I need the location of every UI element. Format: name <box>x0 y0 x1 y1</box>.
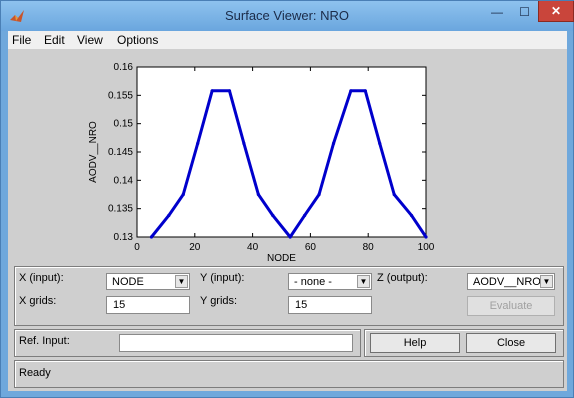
data-point <box>271 213 275 218</box>
menu-view[interactable]: View <box>77 33 103 47</box>
chevron-down-icon: ▼ <box>540 275 553 288</box>
y-tick-label: 0.155 <box>108 90 133 101</box>
y-tick-label: 0.16 <box>114 62 134 73</box>
x-tick-label: 40 <box>247 242 259 253</box>
evaluate-button[interactable]: Evaluate <box>467 296 555 316</box>
matlab-app-icon <box>10 10 24 22</box>
chevron-down-icon: ▼ <box>357 275 370 288</box>
z-output-value: AODV__NRO <box>473 276 541 288</box>
client-area: File Edit View Options 0 20 40 60 80 100 0.13 0… <box>8 31 567 391</box>
x-tick-label: 100 <box>418 242 435 253</box>
y-tick-label: 0.135 <box>108 204 133 215</box>
data-point <box>181 192 185 197</box>
plot-axes-box <box>136 66 427 238</box>
data-point <box>288 235 292 239</box>
data-point <box>303 213 307 218</box>
data-point <box>196 141 200 146</box>
data-point <box>363 89 367 93</box>
x-tick-label: 80 <box>363 242 375 253</box>
title-bar[interactable]: Surface Viewer: NRO — ☐ ✕ <box>1 1 574 31</box>
y-tick-label: 0.13 <box>114 232 134 243</box>
ref-input-panel: Ref. Input: <box>14 329 361 357</box>
x-tick-label: 20 <box>189 242 201 253</box>
window-title: Surface Viewer: NRO <box>224 8 350 23</box>
x-input-label: X (input): <box>19 272 64 284</box>
action-buttons-panel: Help Close <box>364 329 564 357</box>
menu-options[interactable]: Options <box>117 33 159 47</box>
data-point <box>242 141 246 146</box>
x-tick-label: 0 <box>134 242 140 253</box>
surface-plot: 0 20 40 60 80 100 0.13 0.135 0.14 0.145 0.15 0.155 0… <box>88 62 435 264</box>
x-grids-label: X grids: <box>19 295 57 307</box>
data-point <box>256 192 260 197</box>
close-button[interactable]: Close <box>466 333 556 353</box>
menu-file[interactable]: File <box>12 33 32 47</box>
data-point <box>392 192 396 197</box>
data-point <box>227 89 232 93</box>
x-axis-label: NODE <box>267 253 296 264</box>
data-point <box>317 192 321 197</box>
data-point <box>378 141 382 146</box>
data-point <box>149 235 154 239</box>
y-axis-label: AODV__NRO <box>88 121 99 183</box>
data-point <box>210 89 214 93</box>
z-output-select[interactable]: AODV__NRO ▼ <box>467 273 555 290</box>
window-close-button[interactable]: ✕ <box>538 1 574 22</box>
menu-bar: File Edit View Options <box>8 31 567 49</box>
status-text: Ready <box>19 367 51 379</box>
data-point <box>331 141 336 146</box>
y-grids-input[interactable]: 15 <box>288 296 372 314</box>
maximize-button[interactable]: ☐ <box>519 5 530 19</box>
input-output-panel: X (input): NODE ▼ Y (input): - none - ▼ … <box>14 266 564 326</box>
x-input-select[interactable]: NODE ▼ <box>106 273 190 290</box>
y-grids-label: Y grids: <box>200 295 238 307</box>
y-input-value: - none - <box>294 276 332 288</box>
ref-input-label: Ref. Input: <box>19 335 70 347</box>
help-button[interactable]: Help <box>370 333 460 353</box>
minimize-button[interactable]: — <box>491 5 503 19</box>
data-point <box>349 89 353 93</box>
y-tick-label: 0.145 <box>108 147 133 158</box>
x-grids-input[interactable]: 15 <box>106 296 190 314</box>
menu-edit[interactable]: Edit <box>44 33 65 47</box>
ref-input-field[interactable] <box>119 334 353 352</box>
y-input-label: Y (input): <box>200 272 245 284</box>
z-output-label: Z (output): <box>377 272 428 284</box>
status-panel: Ready <box>14 360 564 388</box>
y-input-select[interactable]: - none - ▼ <box>288 273 372 290</box>
x-tick-label: 60 <box>305 242 317 253</box>
x-input-value: NODE <box>112 276 144 288</box>
chevron-down-icon: ▼ <box>175 275 188 288</box>
y-tick-label: 0.14 <box>114 175 134 186</box>
plot-area: 0 20 40 60 80 100 0.13 0.135 0.14 0.145 0.15 0.155 0… <box>8 49 567 289</box>
data-point <box>409 213 414 218</box>
data-point <box>424 235 428 239</box>
data-point <box>167 213 171 218</box>
y-tick-label: 0.15 <box>114 119 134 130</box>
